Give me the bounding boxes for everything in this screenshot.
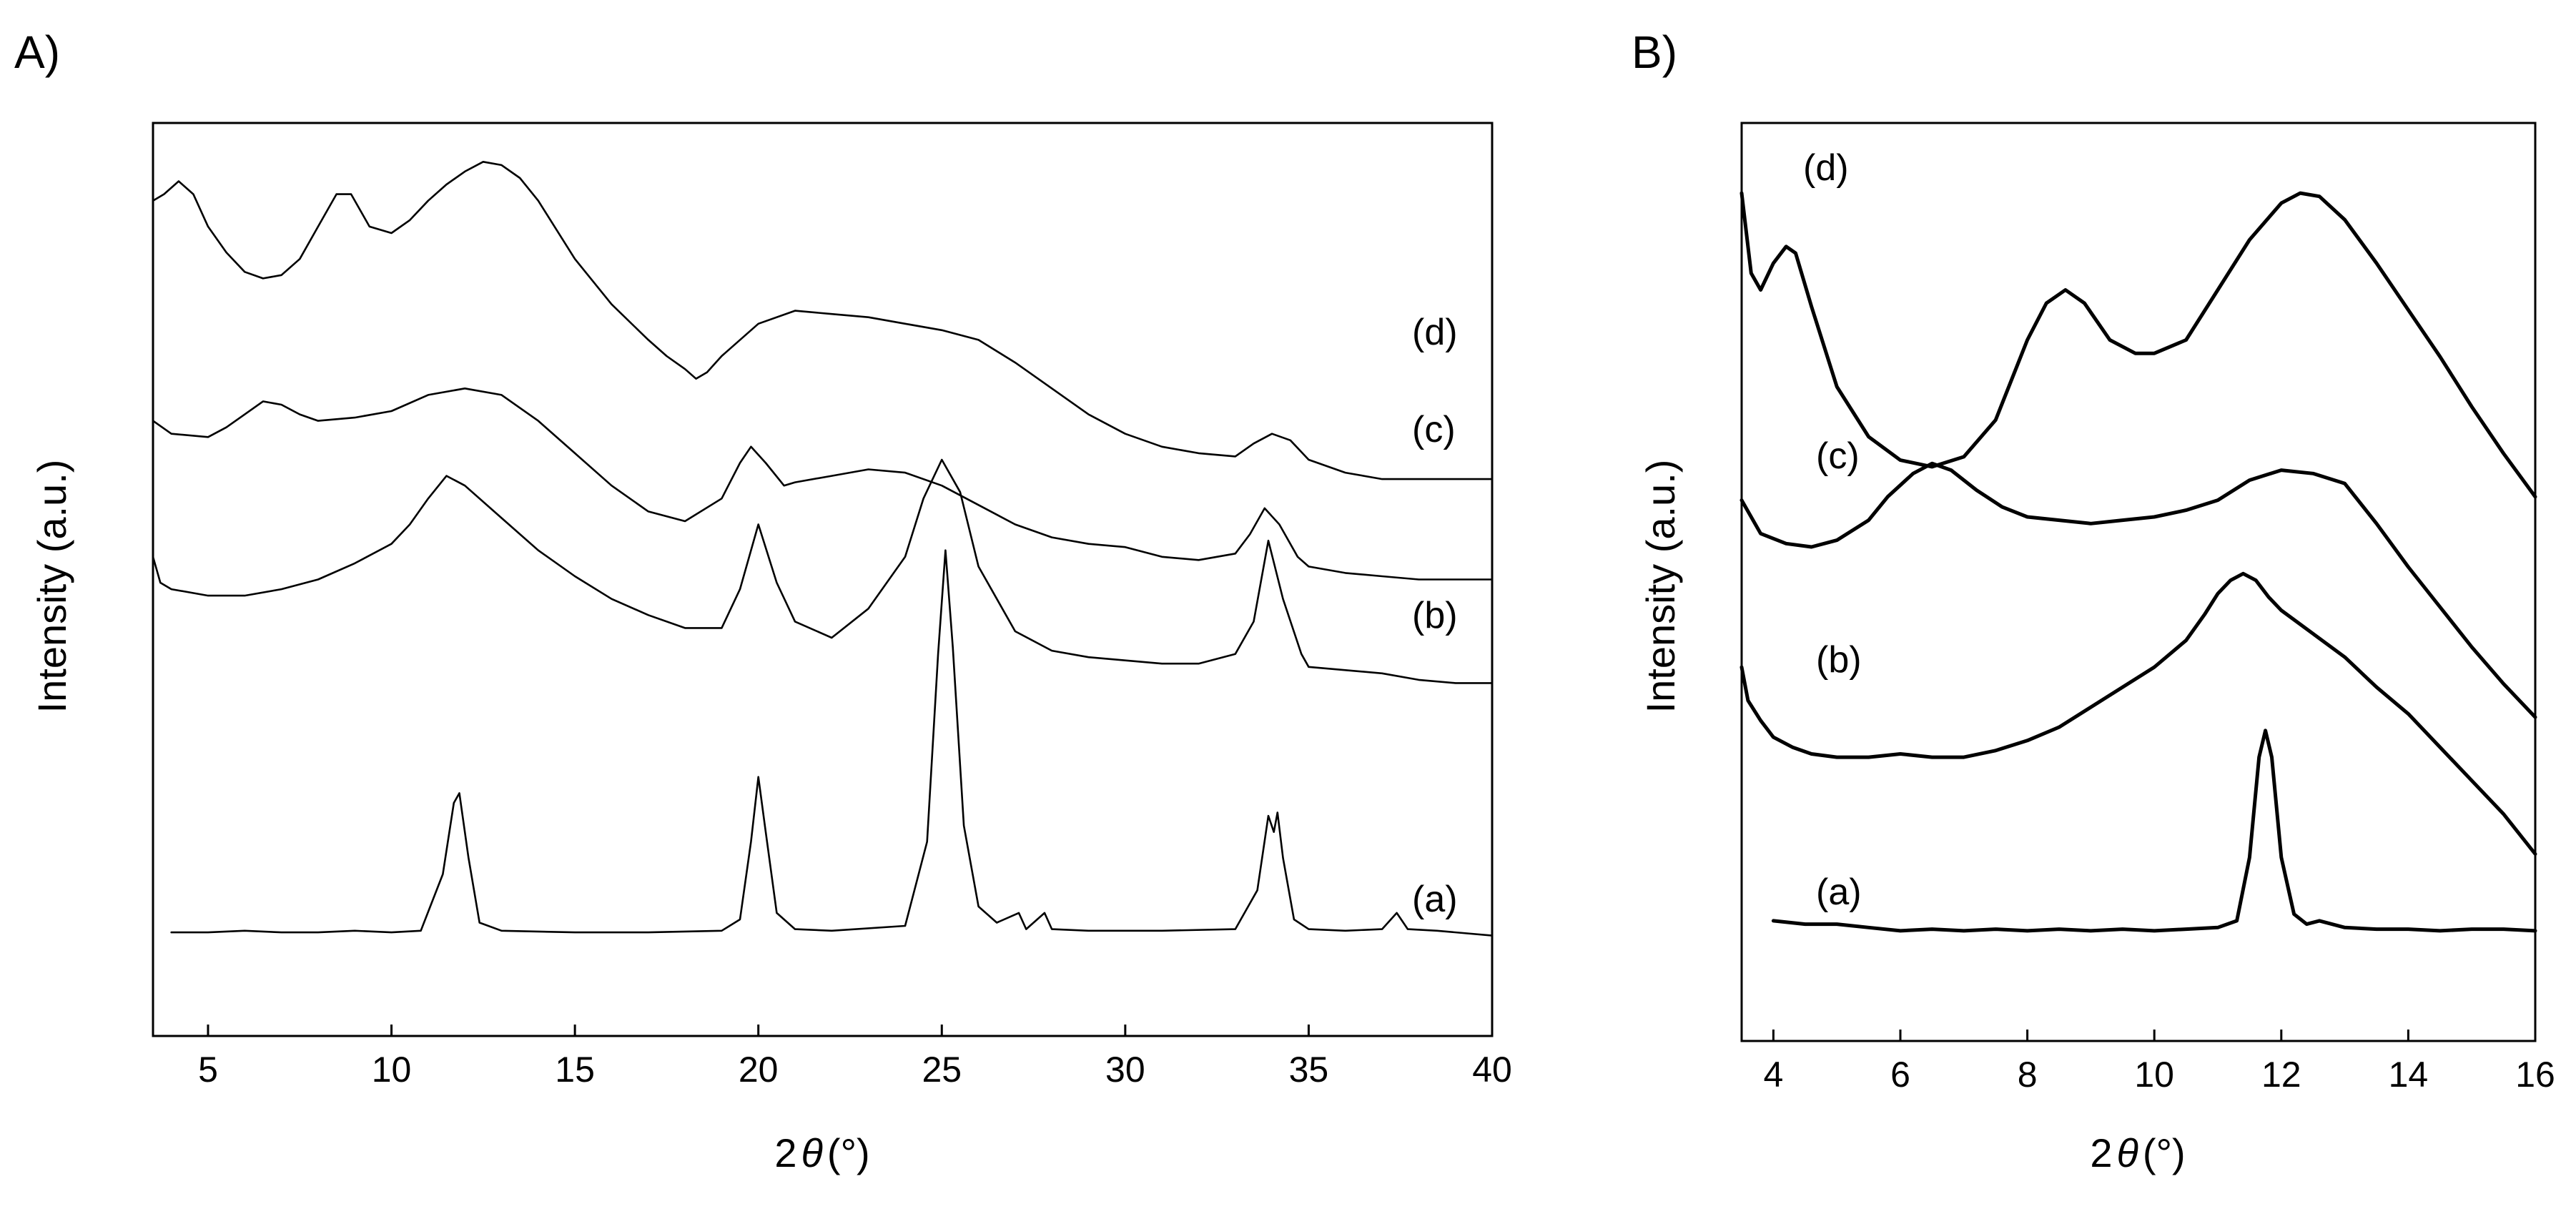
panel-b-x-label-prefix: 2 — [2090, 1130, 2112, 1175]
panel-a-label: A) — [14, 26, 60, 78]
panel-a-x-tick-label-5: 30 — [1105, 1050, 1145, 1090]
panel-b-x-tick-label-6: 16 — [2515, 1055, 2555, 1095]
panel-a-x-label-prefix: 2 — [774, 1130, 796, 1175]
panel-b-series-c-line — [1739, 461, 2537, 719]
panel-b-y-axis-label: Intensity (a.u.) — [1638, 460, 1683, 714]
panel-b-series-c-label: (c) — [1816, 435, 1860, 477]
panel-b-series-a-label: (a) — [1816, 872, 1862, 913]
panel-a-x-tick-label-2: 15 — [555, 1050, 595, 1090]
panel-b-x-tick-label-3: 10 — [2134, 1055, 2174, 1095]
panel-a-x-axis-label: 2 θ (°) — [774, 1130, 869, 1175]
panel-a-x-tick-label-4: 25 — [922, 1050, 962, 1090]
panel-b-series-a-line — [1771, 729, 2537, 933]
panel-b-x-tick-label-2: 8 — [2018, 1055, 2038, 1095]
panel-a-x-label-theta: θ — [801, 1130, 823, 1175]
panel-a-series: (a) (b) (c) (d) — [152, 161, 1494, 937]
panel-a-series-b-line — [152, 458, 1494, 684]
panel-b-x-label-theta: θ — [2117, 1130, 2138, 1175]
panel-b-plot-frame — [1740, 122, 2537, 1042]
panel-a-series-d-line — [152, 161, 1494, 480]
panel-a-series-b-label: (b) — [1412, 595, 1458, 636]
panel-a-x-tick-label-0: 5 — [198, 1050, 218, 1090]
panel-b-label: B) — [1632, 26, 1677, 78]
panel-b-series-b-line — [1739, 571, 2537, 856]
panel-b-x-axis-label: 2 θ (°) — [2090, 1130, 2185, 1175]
panel-b-series: (a) (b) (c) (d) — [1739, 147, 2537, 933]
panel-a-series-a-line — [170, 549, 1494, 937]
panel-b: B) 4 6 8 10 12 14 16 (a) (b) (c) (d) Intensity (a… — [1632, 26, 2555, 1175]
panel-a-series-c-label: (c) — [1412, 409, 1456, 450]
panel-b-x-label-suffix: (°) — [2143, 1130, 2186, 1175]
panel-b-x-tick-label-0: 4 — [1763, 1055, 1783, 1095]
panel-a-x-ticks: 5 10 15 20 25 30 35 40 — [198, 1025, 1512, 1090]
panel-b-x-ticks: 4 6 8 10 12 14 16 — [1763, 1030, 2555, 1095]
panel-a-series-d-label: (d) — [1412, 312, 1458, 353]
panel-a-series-c-line — [152, 388, 1494, 581]
panel-b-x-tick-label-5: 14 — [2389, 1055, 2429, 1095]
panel-a-x-tick-label-3: 20 — [739, 1050, 779, 1090]
panel-a: A) 5 10 15 20 25 30 35 40 (a) (b) (c) (d) Intensit… — [14, 26, 1512, 1175]
panel-b-series-b-label: (b) — [1816, 639, 1862, 681]
panel-a-y-axis-label: Intensity (a.u.) — [29, 460, 74, 714]
panel-a-series-a-label: (a) — [1412, 879, 1458, 920]
panel-a-x-label-suffix: (°) — [827, 1130, 870, 1175]
panel-b-x-tick-label-4: 12 — [2261, 1055, 2301, 1095]
panel-a-x-tick-label-6: 35 — [1289, 1050, 1329, 1090]
panel-b-series-d-line — [1739, 191, 2537, 499]
panel-a-x-tick-label-1: 10 — [372, 1050, 412, 1090]
panel-b-x-tick-label-1: 6 — [1890, 1055, 1910, 1095]
panel-b-series-d-label: (d) — [1803, 147, 1849, 189]
panel-a-x-tick-label-7: 40 — [1472, 1050, 1512, 1090]
